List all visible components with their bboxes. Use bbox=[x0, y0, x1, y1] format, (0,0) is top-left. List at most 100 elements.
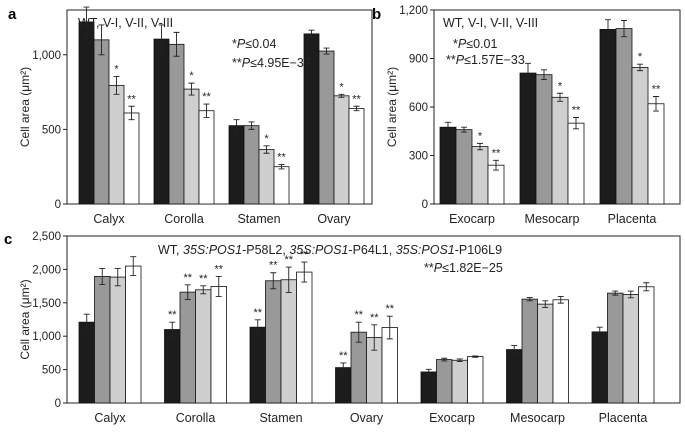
panel-b-bar-placenta-series-3 bbox=[631, 66, 649, 205]
panel-c-bar-calyx-series-2 bbox=[94, 276, 111, 404]
panel-c-category-label: Mesocarp bbox=[510, 411, 565, 425]
panel-c-bar-stamen-series-2 bbox=[265, 280, 282, 404]
panel-b-error-bar-mesocarp-series-4 bbox=[573, 117, 579, 130]
panel-c-category-label: Placenta bbox=[599, 411, 648, 425]
panel-c-error-bar-ovary-series-4 bbox=[386, 315, 393, 340]
panel-b-category-label: Mesocarp bbox=[525, 212, 580, 226]
panel-c-bar-mesocarp-series-2 bbox=[521, 298, 538, 404]
panel-c-error-bar-stamen-series-3 bbox=[285, 266, 292, 293]
panel-a-significance-stamen-series-3: * bbox=[264, 133, 269, 145]
panel-b-y-tick-label: 300 bbox=[409, 151, 428, 163]
panel-a-bar-ovary-series-2 bbox=[318, 50, 335, 205]
panel-c-category-label: Stamen bbox=[259, 411, 302, 425]
panel-a-error-bar-ovary-series-3 bbox=[338, 93, 345, 98]
panel-c-category-label: Corolla bbox=[176, 411, 216, 425]
panel-c-error-bar-corolla-series-4 bbox=[215, 275, 222, 297]
panel-c-error-bar-ovary-series-1 bbox=[340, 362, 347, 373]
panel-c-significance-ovary-series-3: ** bbox=[370, 312, 379, 324]
panel-a-bar-calyx-series-1 bbox=[78, 21, 95, 205]
panel-c-error-bar-calyx-series-1 bbox=[83, 313, 90, 331]
panel-c-error-bar-stamen-series-1 bbox=[254, 319, 261, 335]
panel-c-category-label: Calyx bbox=[94, 411, 126, 425]
panel-c-bar-placenta-series-4 bbox=[638, 286, 655, 404]
panel-a-error-bar-corolla-series-3 bbox=[188, 82, 195, 96]
panel-a-error-bar-calyx-series-3 bbox=[113, 75, 120, 95]
panel-b-error-bar-mesocarp-series-1 bbox=[525, 62, 531, 84]
panel-c-legend-line-2: **P≤1.82E−25 bbox=[424, 261, 503, 275]
panel-c-bar-exocarp-series-2 bbox=[436, 359, 453, 404]
panel-a-bar-ovary-series-3 bbox=[333, 95, 350, 205]
panel-b-y-tick-label: 1,200 bbox=[399, 5, 428, 17]
panel-c-bar-mesocarp-series-3 bbox=[537, 303, 554, 404]
panel-a-bar-stamen-series-1 bbox=[228, 125, 245, 205]
panel-c-significance-ovary-series-1: ** bbox=[339, 350, 348, 362]
panel-b-significance-exocarp-series-3: * bbox=[478, 130, 483, 142]
panel-c-error-bar-calyx-series-3 bbox=[114, 267, 121, 287]
panel-c-bar-calyx-series-1 bbox=[78, 321, 95, 404]
panel-c-error-bar-placenta-series-4 bbox=[643, 282, 650, 292]
panel-c-y-tick-label: 1,500 bbox=[32, 298, 61, 310]
panel-c-y-tick-label: 2,000 bbox=[32, 264, 61, 276]
panel-a-y-tick-label: 1,000 bbox=[32, 50, 61, 62]
panel-a-legend-line-2: *P≤0.04 bbox=[232, 37, 276, 51]
panel-b-bar-mesocarp-series-1 bbox=[519, 72, 537, 205]
panel-c-error-bar-mesocarp-series-2 bbox=[526, 297, 533, 302]
panel-a-label: a bbox=[8, 6, 17, 23]
panel-a-bar-stamen-series-3 bbox=[258, 149, 275, 205]
panel-b-bar-exocarp-series-1 bbox=[439, 126, 457, 205]
panel-b-significance-exocarp-series-4: ** bbox=[492, 147, 501, 159]
panel-b-category-label: Exocarp bbox=[449, 212, 495, 226]
panel-c-bar-exocarp-series-3 bbox=[451, 359, 468, 404]
panel-a-frame bbox=[66, 9, 373, 205]
panel-c-error-bar-placenta-series-2 bbox=[612, 290, 619, 296]
panel-c-bar-ovary-series-1 bbox=[335, 367, 352, 404]
panel-a-bar-ovary-series-4 bbox=[348, 108, 365, 205]
panel-c-category-label: Exocarp bbox=[429, 411, 475, 425]
panel-c-bar-placenta-series-2 bbox=[607, 292, 624, 404]
panel-c-error-bar-ovary-series-3 bbox=[371, 324, 378, 351]
panel-b-bar-placenta-series-4 bbox=[647, 103, 665, 205]
panel-a-significance-ovary-series-4: ** bbox=[352, 93, 361, 105]
panel-b-error-bar-exocarp-series-4 bbox=[493, 159, 499, 171]
panel-b-bar-mesocarp-series-2 bbox=[535, 74, 553, 205]
panel-c-significance-stamen-series-2: ** bbox=[269, 260, 278, 272]
panel-c-error-bar-stamen-series-4 bbox=[301, 261, 308, 283]
panel-c-error-bar-placenta-series-1 bbox=[596, 326, 603, 337]
panel-b-significance-mesocarp-series-4: ** bbox=[572, 105, 581, 117]
panel-c-bar-calyx-series-4 bbox=[125, 265, 142, 404]
panel-a-y-axis-label: Cell area (μm²) bbox=[18, 67, 32, 147]
panel-a-legend-line-1: WT, V-I, V-II, V-III bbox=[78, 16, 173, 30]
panel-c-bar-stamen-series-1 bbox=[249, 326, 266, 404]
panel-a-category-label: Ovary bbox=[317, 212, 351, 226]
panel-b-significance-mesocarp-series-3: * bbox=[558, 80, 563, 92]
panel-c-bar-placenta-series-3 bbox=[622, 294, 639, 404]
panel-b-significance-placenta-series-4: ** bbox=[652, 83, 661, 95]
panel-c-error-bar-ovary-series-2 bbox=[355, 321, 362, 343]
panel-a-significance-ovary-series-3: * bbox=[339, 81, 344, 93]
panel-a-category-label: Calyx bbox=[93, 212, 125, 226]
panel-c-bar-corolla-series-2 bbox=[179, 291, 196, 404]
panel-a-bar-stamen-series-2 bbox=[243, 125, 260, 205]
panel-c-y-tick-label: 1,000 bbox=[32, 331, 61, 343]
panel-a-category-label: Corolla bbox=[164, 212, 204, 226]
panel-a-bar-calyx-series-4 bbox=[123, 112, 140, 205]
panel-a-error-bar-stamen-series-2 bbox=[248, 121, 255, 130]
panel-b-bar-exocarp-series-3 bbox=[471, 146, 489, 205]
panel-b-category-label: Placenta bbox=[608, 212, 657, 226]
panel-a-error-bar-corolla-series-4 bbox=[203, 103, 210, 118]
panel-b-error-bar-placenta-series-1 bbox=[605, 19, 611, 40]
panel-b-error-bar-exocarp-series-2 bbox=[461, 126, 467, 133]
panel-c-significance-stamen-series-1: ** bbox=[253, 307, 262, 319]
panel-c-significance-corolla-series-1: ** bbox=[168, 309, 177, 321]
panel-b-bar-mesocarp-series-3 bbox=[551, 96, 569, 205]
panel-c-error-bar-exocarp-series-2 bbox=[441, 357, 448, 362]
panel-b-legend-line-2: *P≤0.01 bbox=[453, 37, 497, 51]
panel-c-bar-mesocarp-series-1 bbox=[506, 349, 523, 404]
panel-c-error-bar-stamen-series-2 bbox=[270, 272, 277, 290]
panel-c-significance-stamen-series-4: ** bbox=[300, 249, 309, 261]
panel-a-significance-calyx-series-3: * bbox=[114, 63, 119, 75]
panel-c-chart: c Cell area (μm²) 0 500 1,000 1,500 2,000 2,500… bbox=[4, 231, 681, 425]
